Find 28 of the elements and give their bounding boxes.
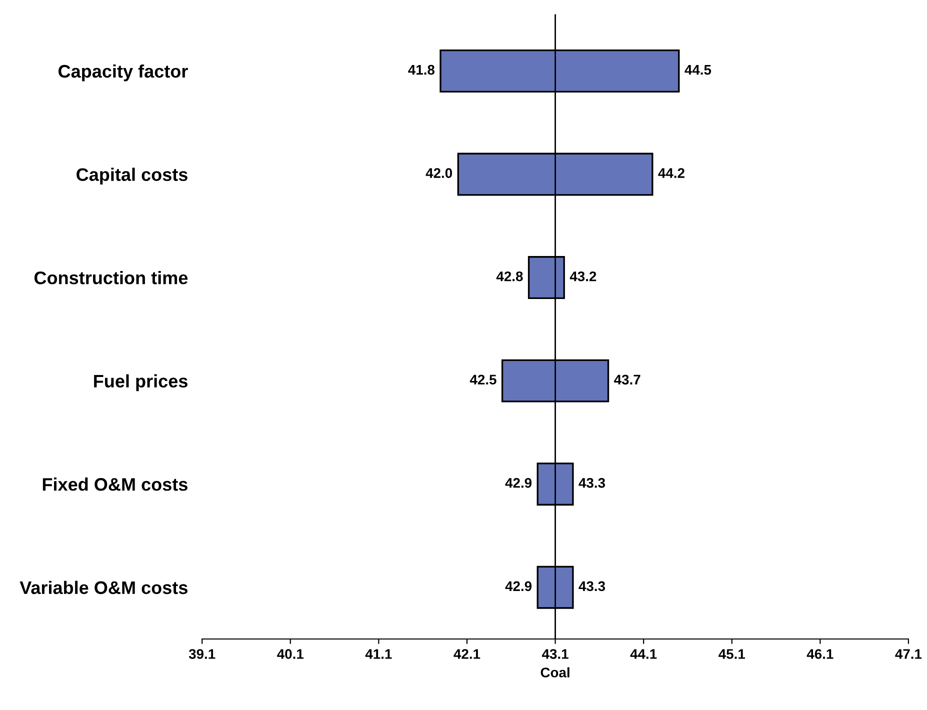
x-tick-label: 40.1 bbox=[277, 649, 304, 659]
x-tick-label: 41.1 bbox=[365, 649, 392, 659]
annotation: 42.0 bbox=[426, 168, 452, 178]
annotation: 41.8 bbox=[408, 64, 435, 75]
x-axis-title: Coal bbox=[540, 667, 570, 678]
annotation: 43.3 bbox=[578, 581, 606, 592]
x-tick-label: 39.1 bbox=[188, 649, 216, 659]
x-tick-label: 42.1 bbox=[454, 649, 480, 659]
annotation: 42.5 bbox=[470, 374, 496, 385]
y-tick-label: Capital costs bbox=[76, 168, 188, 185]
annotation: 42.9 bbox=[505, 581, 532, 592]
x-tick-label: 44.1 bbox=[630, 649, 657, 659]
annotation: 44.2 bbox=[658, 168, 684, 178]
x-tick-label: 43.1 bbox=[542, 649, 568, 659]
y-tick-label: Capacity factor bbox=[58, 64, 188, 82]
x-tick-label: 45.1 bbox=[718, 649, 745, 659]
annotation: 44.5 bbox=[684, 65, 712, 75]
x-tick-label: 47.1 bbox=[895, 649, 922, 659]
y-tick-label: Construction time bbox=[34, 271, 188, 284]
annotation: 42.8 bbox=[496, 271, 523, 282]
annotation: 43.3 bbox=[578, 478, 606, 488]
y-tick-label: Fuel prices bbox=[94, 374, 188, 392]
y-tick-label: Fixed O&M costs bbox=[42, 478, 188, 491]
annotation: 43.7 bbox=[614, 374, 640, 385]
annotation: 42.9 bbox=[505, 478, 532, 488]
annotation: 43.2 bbox=[570, 271, 596, 282]
x-tick-label: 46.1 bbox=[806, 649, 834, 659]
y-tick-label: Variable O&M costs bbox=[20, 580, 188, 594]
